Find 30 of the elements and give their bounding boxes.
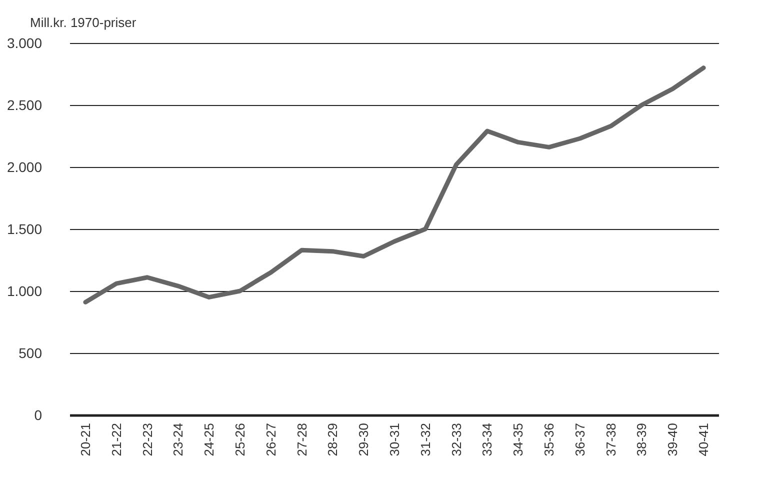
x-tick-label: 23-24 (170, 423, 186, 456)
x-tick-label: 26-27 (263, 423, 278, 456)
x-tick-label: 22-23 (140, 423, 155, 456)
x-tick-label: 38-39 (634, 423, 650, 456)
x-tick-label: 40-41 (696, 423, 712, 456)
y-tick-label: 1.500 (6, 221, 42, 237)
line-series (83, 66, 706, 304)
x-tick-label: 24-25 (202, 423, 217, 456)
x-tick-label: 29-30 (356, 423, 372, 456)
y-tick-label: 0 (34, 407, 42, 423)
y-tick-label: 2.500 (6, 97, 42, 113)
x-tick-label: 21-22 (108, 423, 124, 456)
x-tick-label: 33-34 (480, 423, 495, 456)
x-tick-label: 30-31 (387, 423, 402, 456)
x-tick-label: 28-29 (325, 423, 340, 456)
y-tick-label: 2.000 (6, 159, 42, 175)
y-tick-label: 3.000 (6, 35, 42, 51)
x-tick-label: 25-26 (232, 423, 248, 456)
x-tick-label: 34-35 (510, 423, 526, 456)
y-axis-title: Mill.kr. 1970-priser (30, 15, 137, 30)
x-tick-label: 37-38 (603, 423, 618, 456)
x-tick-label: 31-32 (418, 423, 433, 456)
x-tick-label: 27-28 (294, 423, 310, 456)
y-tick-label: 500 (18, 345, 42, 361)
x-tick-label: 20-21 (78, 423, 93, 456)
x-tick-label: 39-40 (665, 423, 680, 456)
x-tick-label: 35-36 (542, 423, 557, 456)
x-tick-label: 36-37 (572, 423, 588, 456)
x-tick-label: 32-33 (448, 423, 464, 456)
y-tick-label: 1.000 (6, 283, 42, 299)
